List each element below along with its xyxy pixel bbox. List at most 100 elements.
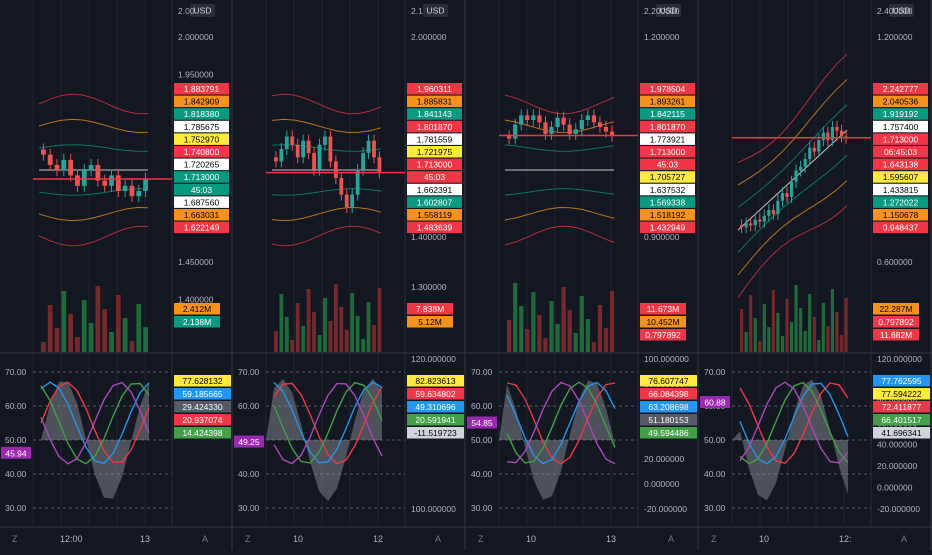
osc-right-tick-label: 40.000000 <box>877 440 917 450</box>
price-label-badge <box>174 209 229 221</box>
volume-bar <box>579 296 584 352</box>
candle-body <box>143 179 148 191</box>
osc-tick-label: 30.00 <box>704 503 726 513</box>
price-label-badge <box>174 95 229 108</box>
osc-tick-label: 60.00 <box>238 401 260 411</box>
band-line <box>504 188 615 196</box>
volume-bar <box>350 293 355 352</box>
band-line <box>504 94 615 115</box>
volume-bar <box>355 316 360 352</box>
price-label-text: 1.518192 <box>650 210 686 220</box>
time-tick-label: 12 <box>373 534 383 544</box>
volume-bar <box>844 298 848 352</box>
volume-bar <box>366 302 371 352</box>
volume-label-badge <box>873 303 919 315</box>
price-label-text: 1.432949 <box>650 223 686 233</box>
osc-line <box>273 381 383 464</box>
price-label-text: 2.242777 <box>883 84 919 94</box>
price-tick-label: 1.400000 <box>178 295 214 305</box>
band-line <box>737 79 848 186</box>
volume-label-text: 5.12M <box>418 317 442 327</box>
price-label-text: 1.919192 <box>883 109 919 119</box>
time-tick-label: 13 <box>606 534 616 544</box>
volume-label-text: 11.673M <box>647 304 679 314</box>
candle-body <box>537 115 542 123</box>
candle-body <box>543 122 548 134</box>
volume-bar <box>513 283 518 352</box>
candle-body <box>81 170 87 186</box>
volume-label-text: 7.838M <box>416 304 444 314</box>
osc-current-value: 54.85 <box>471 418 493 428</box>
volume-bar <box>817 340 821 352</box>
price-label-text: 1.720265 <box>184 160 220 170</box>
volume-bar <box>519 306 524 352</box>
osc-current-badge <box>234 435 264 448</box>
osc-label-badge <box>640 401 697 413</box>
candle-body <box>372 140 376 158</box>
osc-tick-label: 30.00 <box>238 503 260 513</box>
band-line <box>38 93 149 115</box>
osc-label-text: 49.594486 <box>648 428 688 438</box>
price-label-text: 1.883791 <box>184 84 220 94</box>
osc-tick-label: 60.00 <box>471 401 493 411</box>
band-line <box>737 129 848 231</box>
volume-label-text: 0.797892 <box>878 317 914 327</box>
price-label-text: 1.662391 <box>417 185 453 195</box>
price-label-badge <box>640 83 695 95</box>
osc-tick-label: 40.00 <box>238 469 260 479</box>
price-label-text: 1.150678 <box>883 210 919 220</box>
price-label-text: 45:03 <box>424 172 446 182</box>
volume-label-text: 22.287M <box>879 304 912 314</box>
candle-body <box>785 193 789 197</box>
osc-label-badge <box>174 427 231 439</box>
volume-bar <box>301 326 306 352</box>
price-label-badge <box>407 221 462 234</box>
candle-body <box>301 140 306 158</box>
candle-body <box>47 154 53 166</box>
osc-tick-label: 40.00 <box>704 469 726 479</box>
price-label-badge <box>407 95 462 108</box>
price-tick-label: 1.200000 <box>877 32 913 42</box>
candle-body <box>740 225 744 228</box>
price-label-text: 1.721975 <box>417 147 453 157</box>
osc-current-badge <box>1 446 31 459</box>
volume-bar <box>597 305 603 352</box>
price-tick-label: 1.450000 <box>178 257 214 267</box>
osc-current-value: 49.25 <box>238 437 260 447</box>
price-label-text: 1.713000 <box>883 134 919 144</box>
currency-badge <box>190 4 215 17</box>
volume-bar <box>812 317 816 352</box>
band-line <box>271 188 382 196</box>
volume-bar <box>279 294 284 352</box>
osc-label-text: 77.594222 <box>881 389 921 399</box>
band-line <box>271 118 382 134</box>
osc-label-text: 82.823613 <box>415 376 455 386</box>
band-line <box>737 154 848 253</box>
osc-tick-label: 50.00 <box>5 435 27 445</box>
osc-label-text: 66.084398 <box>648 389 688 399</box>
price-label-badge <box>873 83 928 95</box>
osc-line <box>40 381 150 464</box>
price-label-badge <box>174 158 229 171</box>
axis-corner-z: Z <box>12 534 18 544</box>
volume-bar <box>109 332 114 352</box>
volume-bar <box>507 320 512 352</box>
volume-bar <box>88 323 94 352</box>
osc-right-tick-label: 0.000000 <box>877 483 913 493</box>
volume-bar <box>549 301 554 352</box>
volume-bar <box>136 304 142 352</box>
band-line <box>38 206 149 222</box>
osc-label-text: 14.424398 <box>182 428 222 438</box>
price-label-badge <box>873 196 928 208</box>
candle-body <box>789 181 794 197</box>
volume-bar <box>75 337 80 352</box>
candle-body <box>75 175 80 186</box>
volume-bar <box>794 285 798 352</box>
candle-body <box>585 115 590 120</box>
candle-body <box>812 147 816 152</box>
price-tick-label: 2.000000 <box>411 32 447 42</box>
candle-body <box>519 115 524 125</box>
osc-line <box>40 381 150 465</box>
price-label-text: 0.948437 <box>883 223 919 233</box>
